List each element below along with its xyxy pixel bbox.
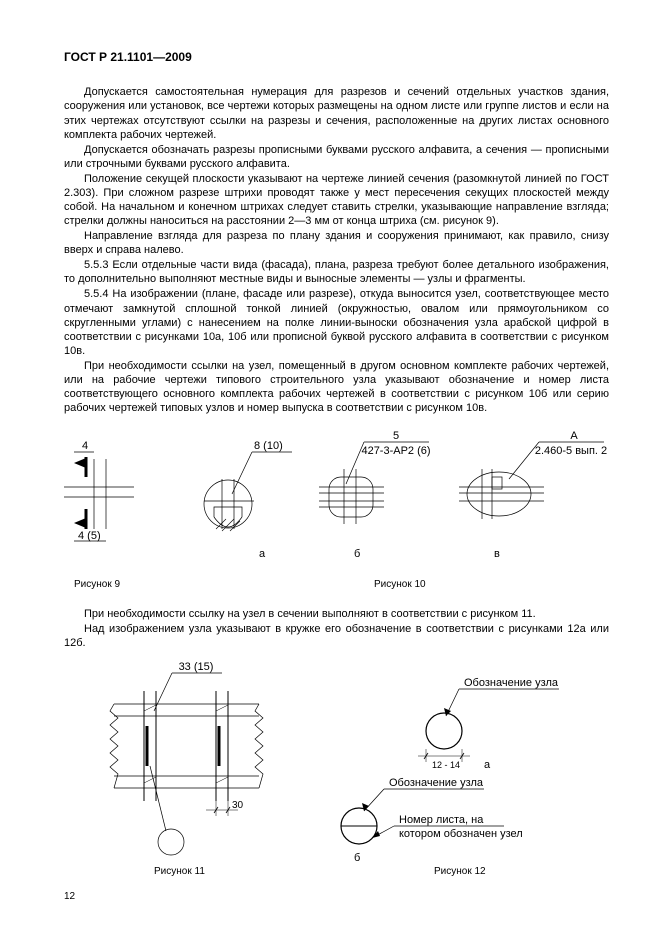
fig10a-letter: а <box>259 548 266 560</box>
mid-paragraphs: При необходимости ссылку на узел в сечен… <box>64 607 609 650</box>
fig12b-sheet2: котором обозначен узел <box>399 828 523 840</box>
fig10b-top: 5 <box>393 430 399 442</box>
figure-12-caption: Рисунок 12 <box>434 866 486 879</box>
midtext-1: При необходимости ссылку на узел в сечен… <box>64 607 609 621</box>
figure-12b: Обозначение узла Номер листа, на котором… <box>341 777 523 864</box>
figure-9: 4 4 (5) <box>64 440 134 542</box>
fig10c-bot: 2.460-5 вып. 2 <box>535 445 607 457</box>
fig12b-letter: б <box>354 852 360 864</box>
paragraph-1: Допускается самостоятельная нумерация дл… <box>64 85 609 141</box>
figure-11: 33 (15) <box>110 661 263 855</box>
figure-9-caption: Рисунок 9 <box>74 579 120 592</box>
fig12a-desig: Обозначение узла <box>464 677 559 689</box>
fig12a-letter: а <box>484 759 491 771</box>
fig12b-sheet1: Номер листа, на <box>399 814 484 826</box>
fig10b-bot: 427-3-АР2 (6) <box>361 445 430 457</box>
figure-9-10-svg: 4 4 (5) 8 (10) <box>64 429 609 579</box>
fig11-top: 33 (15) <box>179 661 214 673</box>
figure-12a: Обозначение узла 12 - 14 а <box>418 677 559 771</box>
figure-11-caption: Рисунок 11 <box>154 866 205 879</box>
paragraph-4: Направление взгляда для разреза по плану… <box>64 229 609 257</box>
fig12a-dim: 12 - 14 <box>432 760 460 770</box>
page-number: 12 <box>64 891 75 904</box>
fig9-bot-label: 4 (5) <box>78 530 101 542</box>
figure-11-12-svg: 33 (15) <box>64 656 609 866</box>
fig12b-desig: Обозначение узла <box>389 777 484 789</box>
fig10b-letter: б <box>354 548 360 560</box>
fig10c-top: А <box>570 430 578 442</box>
figure-10c: А 2.460-5 вып. 2 в <box>459 430 607 560</box>
page-header: ГОСТ Р 21.1101—2009 <box>64 50 609 65</box>
figures-row-2: 33 (15) <box>64 656 609 886</box>
paragraph-6: 5.5.4 На изображении (плане, фасаде или … <box>64 287 609 357</box>
fig10a-label: 8 (10) <box>254 440 283 452</box>
figures-row-1: 4 4 (5) 8 (10) <box>64 429 609 599</box>
paragraph-7: При необходимости ссылки на узел, помеще… <box>64 359 609 415</box>
paragraph-2: Допускается обозначать разрезы прописным… <box>64 143 609 171</box>
fig9-top-label: 4 <box>82 440 88 452</box>
fig10c-letter: в <box>494 548 500 560</box>
figure-10-caption: Рисунок 10 <box>374 579 426 592</box>
document-page: ГОСТ Р 21.1101—2009 Допускается самостоя… <box>0 0 661 936</box>
paragraph-5: 5.5.3 Если отдельные части вида (фасада)… <box>64 258 609 286</box>
figure-10a: 8 (10) а <box>204 440 292 560</box>
midtext-2: Над изображением узла указывают в кружке… <box>64 622 609 650</box>
fig11-dim: 30 <box>232 800 244 811</box>
figure-10b: 5 427-3-АР2 (6) б <box>319 430 431 560</box>
paragraph-3: Положение секущей плоскости указывают на… <box>64 172 609 228</box>
